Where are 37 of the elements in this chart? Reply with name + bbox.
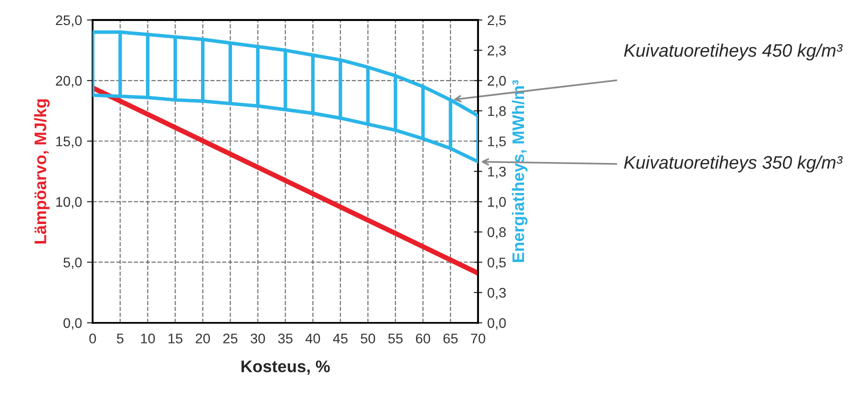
x-tick-label: 55 — [388, 334, 403, 344]
y2-tick-label: 2,0 — [488, 76, 506, 88]
x-axis-title: Kosteus, % — [242, 360, 330, 375]
y2-tick-label: 0,3 — [488, 288, 506, 300]
x-tick-label: 65 — [443, 334, 458, 344]
text: Kuivatuoretiheys 350 kg/m³ — [624, 156, 843, 172]
x-tick-label: 30 — [250, 334, 265, 344]
y-tick-label: 10,0 — [56, 197, 82, 208]
y2-tick-label: 0,5 — [488, 258, 506, 270]
y2-tick-label: 2,5 — [488, 15, 506, 27]
y2-tick-label: 1,5 — [488, 136, 506, 148]
y-axis-title: Lämpöarvo, MJ/kg — [34, 99, 50, 244]
y2-tick-label: 0,0 — [488, 318, 506, 330]
x-tick-label: 40 — [305, 334, 320, 344]
x-tick-label: 60 — [416, 334, 430, 344]
x-tick-label: 25 — [223, 334, 238, 344]
y2-tick-label: 1,0 — [488, 197, 506, 208]
y-tick-label: 15,0 — [56, 136, 82, 148]
y-tick-label: 20,0 — [56, 76, 82, 88]
x-tick-label: 70 — [471, 334, 486, 344]
y2-axis-title: Energiatiheys, MWh/m³ — [512, 80, 528, 262]
x-tick-label: 35 — [278, 334, 292, 344]
x-tick-label: 5 — [116, 334, 124, 344]
x-tick-label: 10 — [141, 334, 155, 344]
y-tick-label: 0,0 — [63, 318, 82, 330]
x-tick-label: 20 — [196, 334, 210, 344]
x-tick-label: 0 — [89, 334, 96, 344]
x-tick-label: 15 — [168, 334, 182, 344]
y-tick-label: 5,0 — [63, 258, 82, 270]
x-tick-label: 50 — [360, 334, 376, 344]
y2-tick-label: 0,8 — [488, 227, 506, 239]
y-tick-label: 25,0 — [56, 15, 82, 27]
x-tick-label: 45 — [332, 334, 348, 344]
y2-tick-label: 1,8 — [488, 106, 506, 118]
y2-tick-label: 2,3 — [488, 46, 506, 58]
text: Kuivatuoretiheys 450 kg/m³ — [624, 44, 843, 60]
y2-tick-label: 1,3 — [488, 166, 506, 178]
